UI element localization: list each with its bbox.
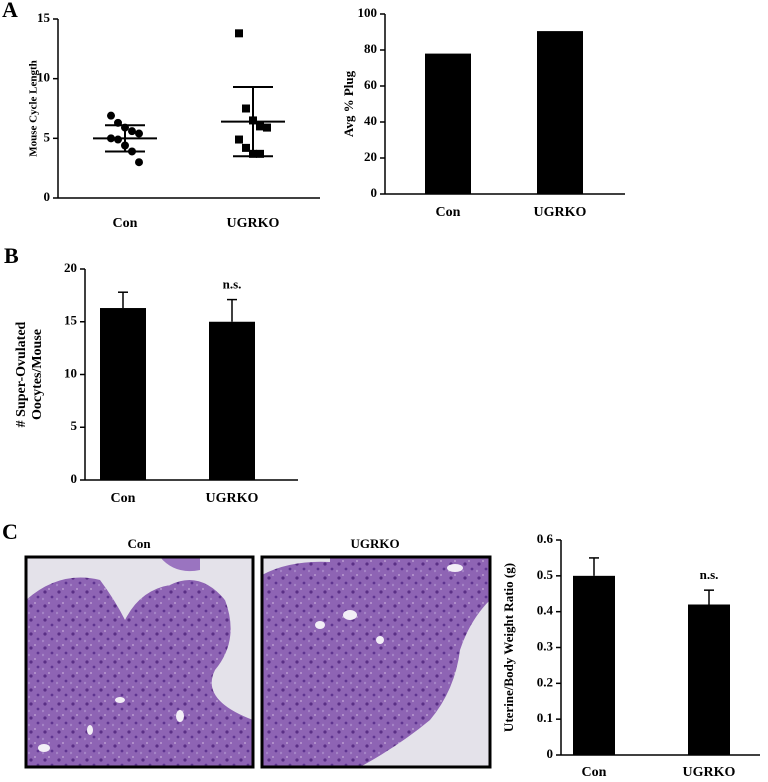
data-point: [235, 135, 243, 144]
data-point: [114, 135, 122, 144]
x-tick-label: Con: [436, 205, 461, 220]
y-tick-label: 0.3: [537, 638, 554, 653]
x-tick-label: UGRKO: [683, 765, 736, 780]
bar: [573, 575, 615, 755]
y-tick-label: 0.5: [537, 567, 554, 582]
bar: [425, 53, 471, 194]
data-point: [107, 111, 115, 120]
x-tick-label: UGRKO: [534, 205, 587, 220]
micrograph: [24, 555, 255, 769]
bar: [100, 308, 146, 480]
y-axis-label: Mouse Cycle Length: [28, 60, 40, 157]
annotation: n.s.: [223, 277, 242, 292]
data-point: [242, 143, 250, 152]
data-point: [242, 104, 250, 113]
bar: [688, 604, 730, 755]
y-tick-label: 5: [44, 129, 51, 144]
y-tick-label: 0.1: [537, 710, 553, 725]
data-point: [235, 29, 243, 38]
y-tick-label: 0: [547, 746, 554, 761]
y-tick-label: 0: [371, 185, 378, 200]
y-tick-label: 0: [44, 189, 51, 204]
data-point: [256, 122, 264, 131]
y-tick-label: 40: [364, 113, 377, 128]
data-point: [135, 129, 143, 138]
annotation: n.s.: [700, 567, 719, 582]
panel-label: C: [2, 519, 18, 544]
data-point: [256, 149, 264, 158]
y-tick-label: 5: [71, 418, 78, 433]
y-axis-label: Uterine/Body Weight Ratio (g): [501, 563, 516, 732]
y-tick-label: 15: [64, 313, 78, 328]
panel-label: B: [4, 243, 19, 268]
y-tick-label: 0.2: [537, 674, 553, 689]
y-tick-label: 20: [64, 260, 77, 275]
y-tick-label: 0.6: [537, 531, 554, 546]
y-tick-label: 80: [364, 41, 377, 56]
data-point: [128, 127, 136, 136]
micrograph: [260, 555, 492, 769]
y-axis-label: # Super-Ovulated: [14, 321, 29, 427]
y-tick-label: 0.4: [537, 603, 554, 618]
y-tick-label: 10: [64, 365, 77, 380]
y-tick-label: 0: [71, 471, 78, 486]
x-tick-label: Con: [113, 216, 138, 231]
x-tick-label: Con: [582, 765, 607, 780]
x-tick-label: Con: [111, 491, 136, 506]
y-tick-label: 60: [364, 77, 377, 92]
y-tick-label: 20: [364, 149, 377, 164]
micrograph-title: Con: [127, 536, 151, 551]
bar: [209, 321, 255, 480]
bar: [537, 31, 583, 194]
y-axis-label: Avg % Plug: [341, 70, 356, 137]
data-point: [135, 158, 143, 167]
data-point: [263, 123, 271, 132]
y-tick-label: 15: [37, 10, 51, 25]
panel-label: A: [2, 0, 18, 22]
y-axis-label: Oocytes/Mouse: [30, 329, 45, 420]
y-tick-label: 100: [358, 5, 378, 20]
x-tick-label: UGRKO: [206, 491, 259, 506]
x-tick-label: UGRKO: [227, 216, 280, 231]
y-tick-label: 10: [37, 70, 50, 85]
micrograph-title: UGRKO: [350, 536, 399, 551]
